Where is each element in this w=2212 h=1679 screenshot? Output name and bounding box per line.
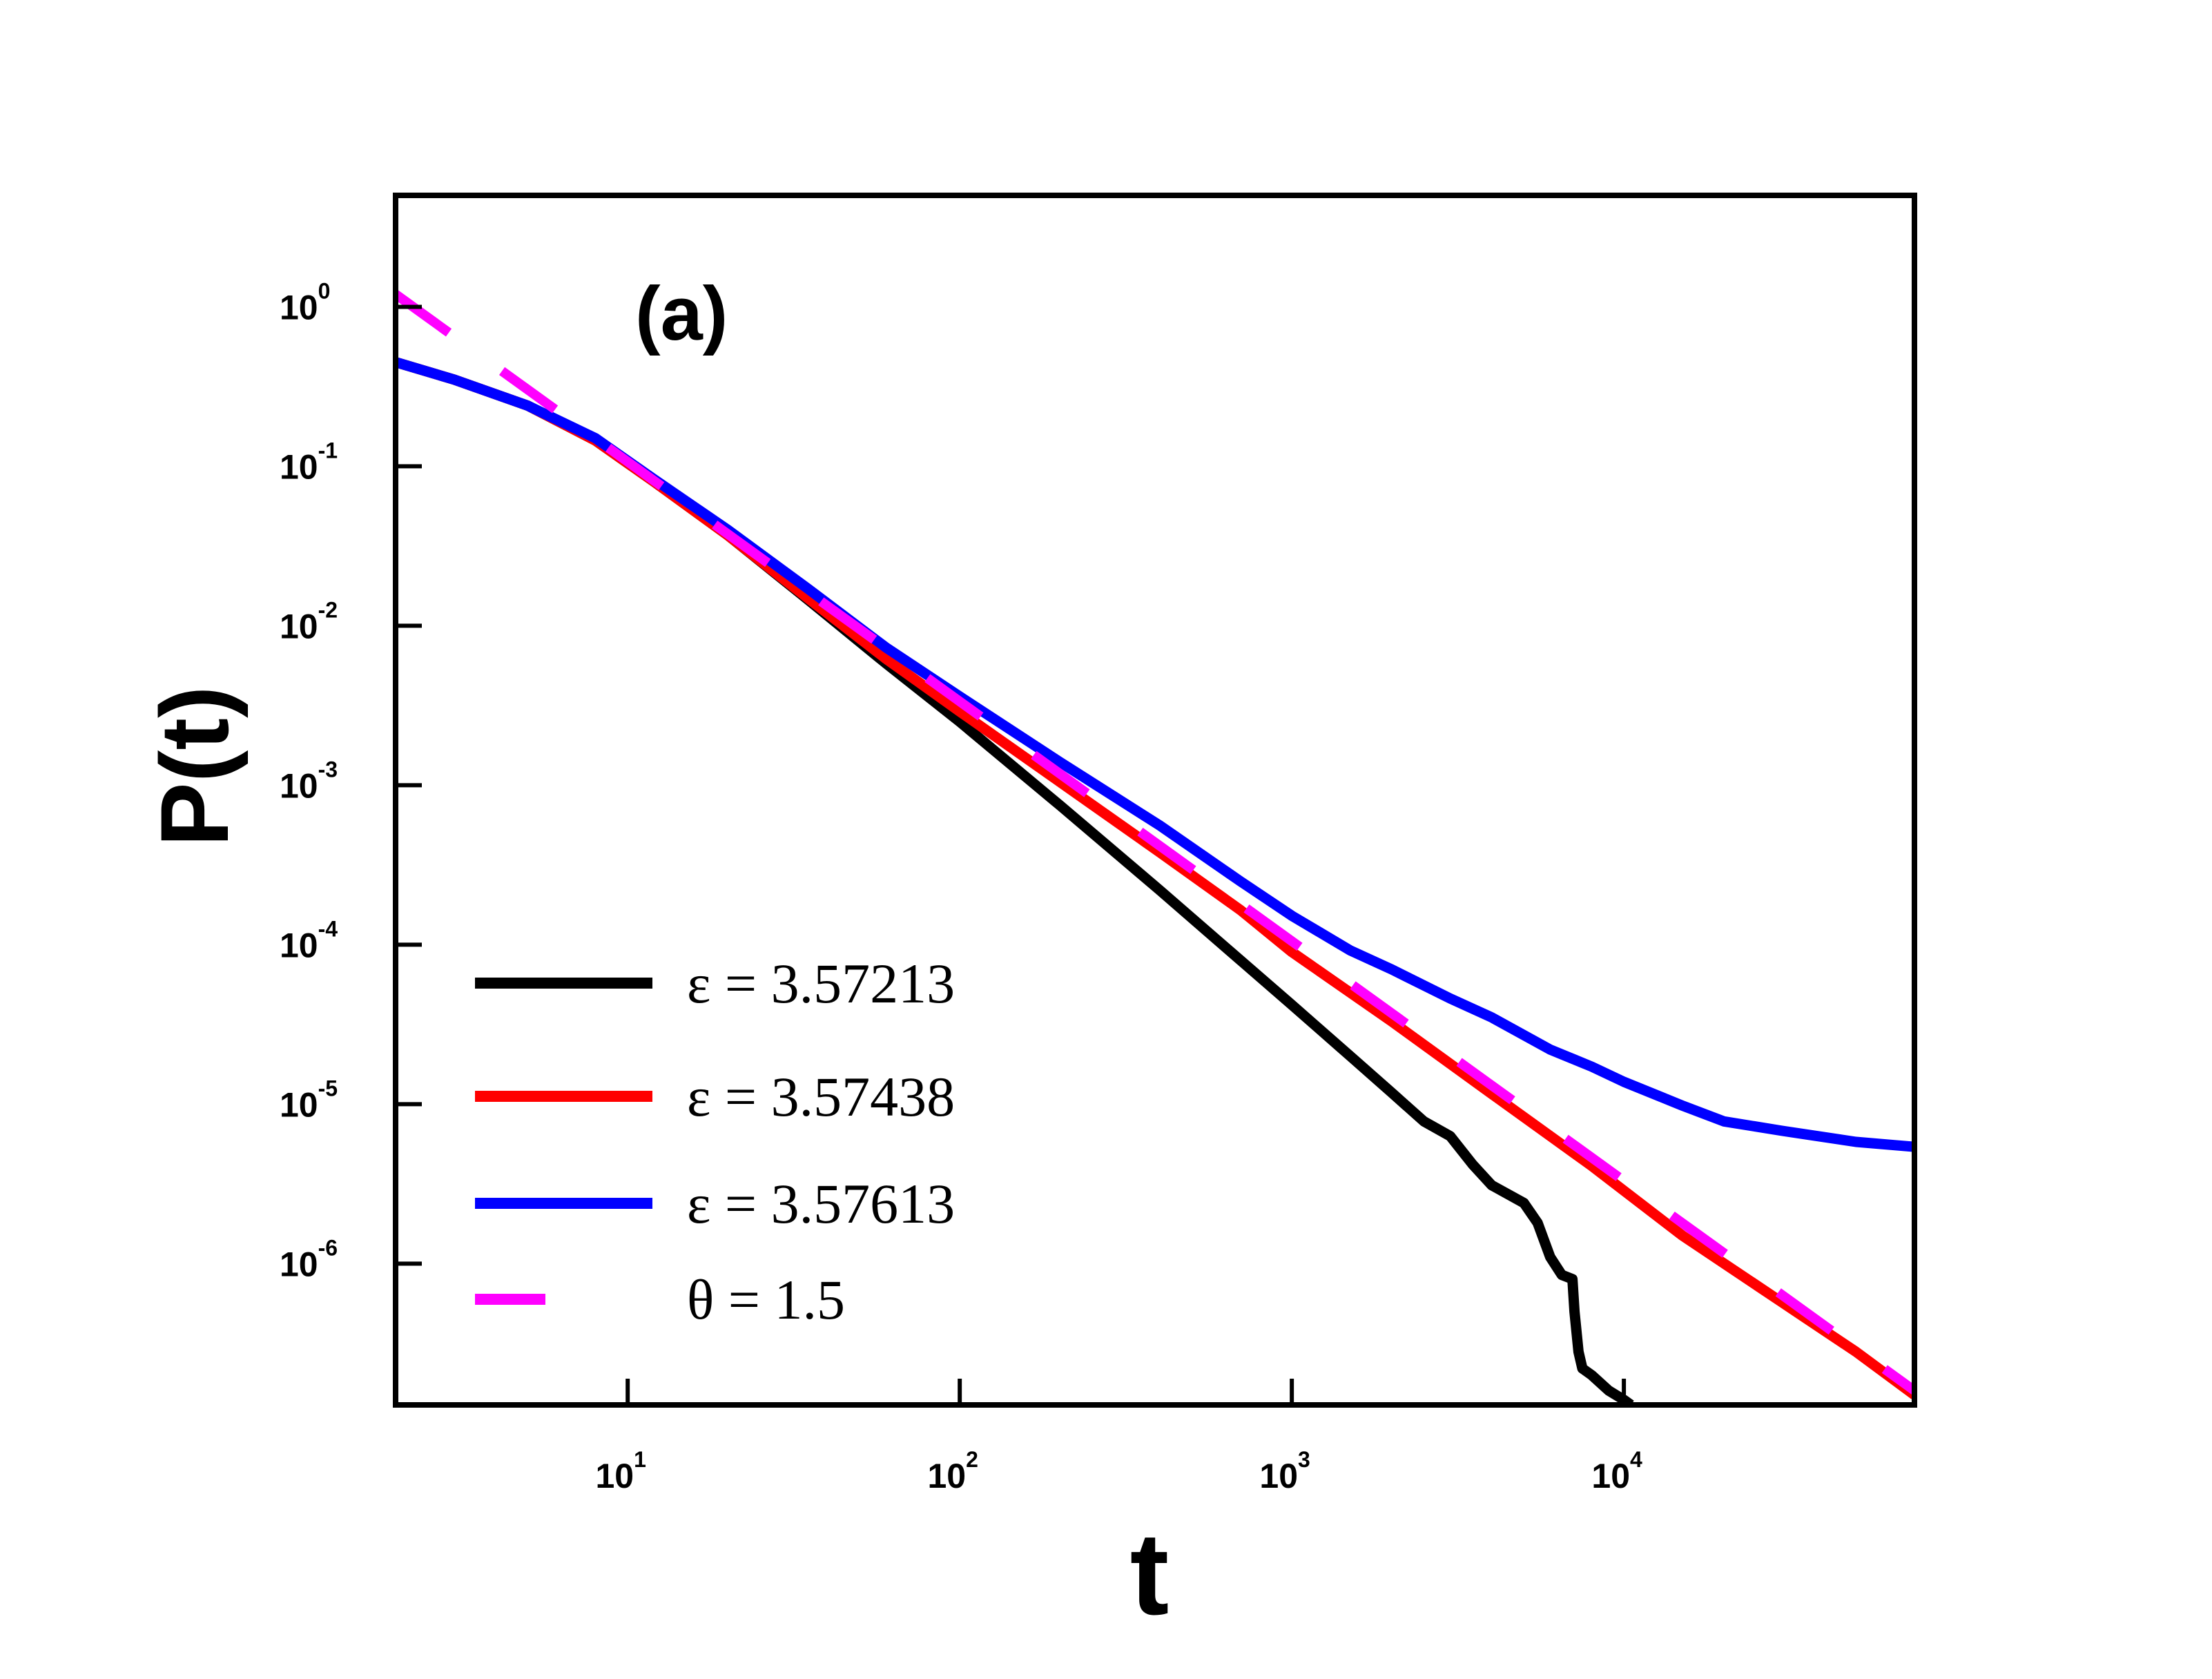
- legend-label-4: θ = 1.5: [687, 1268, 845, 1331]
- x-tick-label-3: 103: [1259, 1447, 1310, 1495]
- y-tick-label-3: 10-2: [280, 597, 338, 646]
- series-line-4: [396, 290, 1914, 1395]
- plot-frame: [393, 193, 1917, 1408]
- series-layer: [396, 290, 1914, 1405]
- legend-label-2: ε = 3.57438: [687, 1065, 955, 1128]
- panel-label: (a): [635, 271, 728, 356]
- series-line-2: [396, 357, 1914, 1399]
- x-tick-label-2: 102: [927, 1447, 978, 1495]
- ticks-layer: 101 102 103 104 100 10-1 10-2 10-3 10-4 10-5 10-6: [280, 278, 1642, 1495]
- legend-label-1: ε = 3.57213: [687, 952, 955, 1015]
- y-tick-label-4: 10-3: [280, 757, 338, 805]
- series-line-1: [396, 357, 1634, 1405]
- y-tick-label-5: 10-4: [280, 916, 338, 964]
- y-tick-label-1: 100: [280, 278, 330, 327]
- legend-label-3: ε = 3.57613: [687, 1172, 955, 1235]
- y-tick-label-2: 10-1: [280, 438, 338, 486]
- x-tick-label-4: 104: [1591, 1447, 1642, 1495]
- y-tick-label-7: 10-6: [280, 1235, 338, 1283]
- series-line-3: [396, 357, 1914, 1152]
- legend: ε = 3.57213 ε = 3.57438 ε = 3.57613 θ = 1.5: [475, 952, 955, 1331]
- x-tick-label-1: 101: [595, 1447, 646, 1495]
- y-axis-title: P(t): [140, 686, 249, 846]
- x-axis-title: t: [1130, 1508, 1170, 1640]
- y-tick-label-6: 10-5: [280, 1076, 338, 1124]
